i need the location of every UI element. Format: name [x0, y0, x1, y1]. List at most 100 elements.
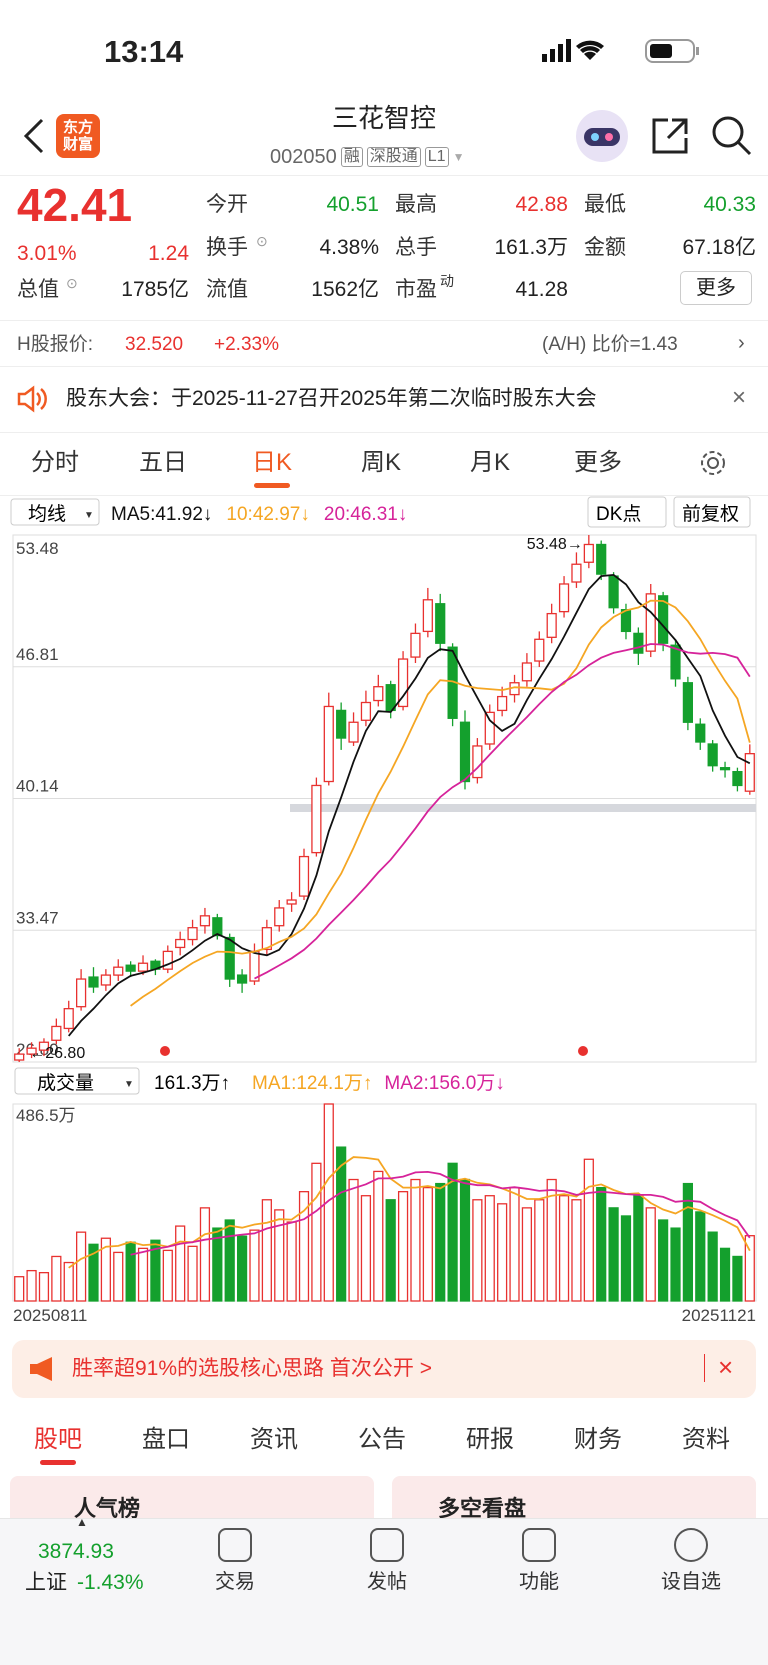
volume-bar — [410, 1178, 421, 1302]
share-button[interactable] — [650, 116, 690, 156]
index-change: -1.43% — [77, 1571, 144, 1594]
section-tab[interactable]: 股吧 — [34, 1426, 82, 1453]
info-icon[interactable]: ⊙ — [256, 233, 268, 249]
bottom-button[interactable]: 功能 — [519, 1571, 559, 1593]
bottom-button-icon[interactable] — [218, 1528, 252, 1562]
notice-text[interactable]: 股东大会：于2025-11-27召开2025年第二次临时股东大会 — [66, 387, 597, 410]
candle-body — [298, 855, 310, 897]
volume-bar — [323, 1103, 334, 1302]
stock-code-line: 002050 融 深股通 L1 ▼ — [270, 146, 465, 168]
candle-body — [744, 753, 755, 792]
candle-body — [633, 632, 644, 654]
y-tick-label: 486.5万 — [16, 1106, 76, 1125]
chart-button[interactable] — [673, 496, 751, 528]
candle-body — [732, 770, 743, 787]
bottom-button-icon[interactable] — [522, 1528, 556, 1562]
close-notice[interactable]: × — [732, 384, 747, 411]
volume-bar — [596, 1186, 607, 1302]
candle-body — [113, 966, 124, 976]
hshare-price: 32.520 — [125, 334, 184, 355]
index-name: 上证 — [25, 1571, 67, 1594]
volume-bar — [744, 1235, 755, 1302]
candle-body — [274, 907, 285, 927]
bottom-button[interactable]: 交易 — [215, 1571, 255, 1593]
bottom-button[interactable]: 设自选 — [661, 1571, 721, 1593]
close-banner[interactable]: × — [718, 1352, 734, 1382]
field-label: 换手 — [206, 236, 248, 259]
more-button[interactable]: 更多 — [680, 271, 752, 305]
volume-ma-line — [130, 1170, 751, 1256]
period-tab[interactable]: 五日 — [139, 449, 187, 476]
back-button[interactable] — [22, 118, 46, 154]
ah-ratio[interactable]: (A/H) 比价=1.43 — [542, 334, 678, 355]
volume-bar — [286, 1221, 297, 1302]
period-tab[interactable]: 周K — [360, 449, 401, 476]
candle-body — [373, 686, 384, 702]
volume-bar — [695, 1211, 706, 1302]
current-volume: 161.3万↑ — [154, 1073, 230, 1094]
section-tab[interactable]: 资料 — [682, 1426, 730, 1453]
volume-bar — [719, 1247, 731, 1302]
candle-body — [261, 927, 272, 951]
bottom-button-icon[interactable] — [674, 1528, 708, 1562]
divider — [704, 1354, 705, 1382]
bottom-button[interactable]: 发帖 — [367, 1571, 407, 1593]
period-tab[interactable]: 分时 — [31, 449, 79, 476]
candle-body — [125, 964, 136, 972]
period-tab[interactable]: 月K — [469, 449, 510, 476]
chart-button-label[interactable]: 前复权 — [682, 503, 739, 525]
candle-body — [224, 936, 235, 980]
volume-ma-line — [68, 1156, 751, 1269]
volume-bar — [212, 1227, 223, 1302]
candle-body — [76, 978, 87, 1008]
settings-icon[interactable] — [698, 448, 728, 478]
volume-bar — [113, 1251, 124, 1302]
selector: 成交量 — [37, 1072, 94, 1094]
tab-underline — [254, 483, 290, 488]
volume-bar — [311, 1162, 322, 1302]
volume-bar — [348, 1178, 359, 1302]
volume-bar — [608, 1207, 619, 1302]
status-time: 13:14 — [104, 34, 184, 69]
robot-avatar[interactable] — [572, 108, 632, 164]
section-tab[interactable]: 财务 — [574, 1426, 622, 1453]
chart-button[interactable] — [587, 496, 667, 528]
x-label: 20251121 — [682, 1306, 756, 1325]
section-tab[interactable]: 研报 — [466, 1426, 514, 1453]
field-value: 1562亿 — [311, 278, 379, 301]
volume-bar — [658, 1219, 669, 1302]
volume-bar — [26, 1269, 37, 1302]
y-tick-label: 40.14 — [16, 777, 59, 796]
section-tab[interactable]: 公告 — [358, 1426, 406, 1453]
volume-bar — [682, 1182, 693, 1302]
card-title: 多空看盘 — [438, 1496, 527, 1521]
period-tab[interactable]: 更多 — [574, 449, 622, 476]
chart-button-label[interactable]: DK点 — [596, 503, 641, 525]
ma-line — [68, 573, 751, 1037]
candle-body — [348, 721, 359, 743]
candle-body — [583, 543, 594, 563]
field-value: 40.51 — [326, 193, 379, 216]
info-icon[interactable]: ⊙ — [66, 275, 78, 291]
promo-banner[interactable] — [12, 1340, 756, 1398]
candle-body — [546, 612, 557, 638]
period-tab[interactable]: 日K — [251, 449, 292, 476]
volume-bar — [162, 1249, 173, 1302]
tag: L1 — [424, 147, 449, 167]
y-tick-label: 53.48 — [16, 539, 59, 558]
logo[interactable]: 东方 财富 — [56, 114, 100, 158]
volume-bar — [633, 1195, 644, 1302]
volume-bar — [88, 1243, 99, 1302]
volume-bar — [571, 1199, 582, 1302]
candle-body — [459, 721, 471, 783]
section-tab[interactable]: 资讯 — [250, 1426, 298, 1453]
candle-body — [236, 974, 248, 984]
candle-body — [286, 899, 297, 905]
chevron: › — [738, 332, 745, 354]
field-label: 总值 — [17, 278, 59, 301]
search-button[interactable] — [710, 114, 754, 158]
megaphone-icon — [30, 1357, 52, 1381]
section-tab[interactable]: 盘口 — [142, 1426, 190, 1453]
volume-bar — [274, 1209, 285, 1302]
bottom-button-icon[interactable] — [370, 1528, 404, 1562]
